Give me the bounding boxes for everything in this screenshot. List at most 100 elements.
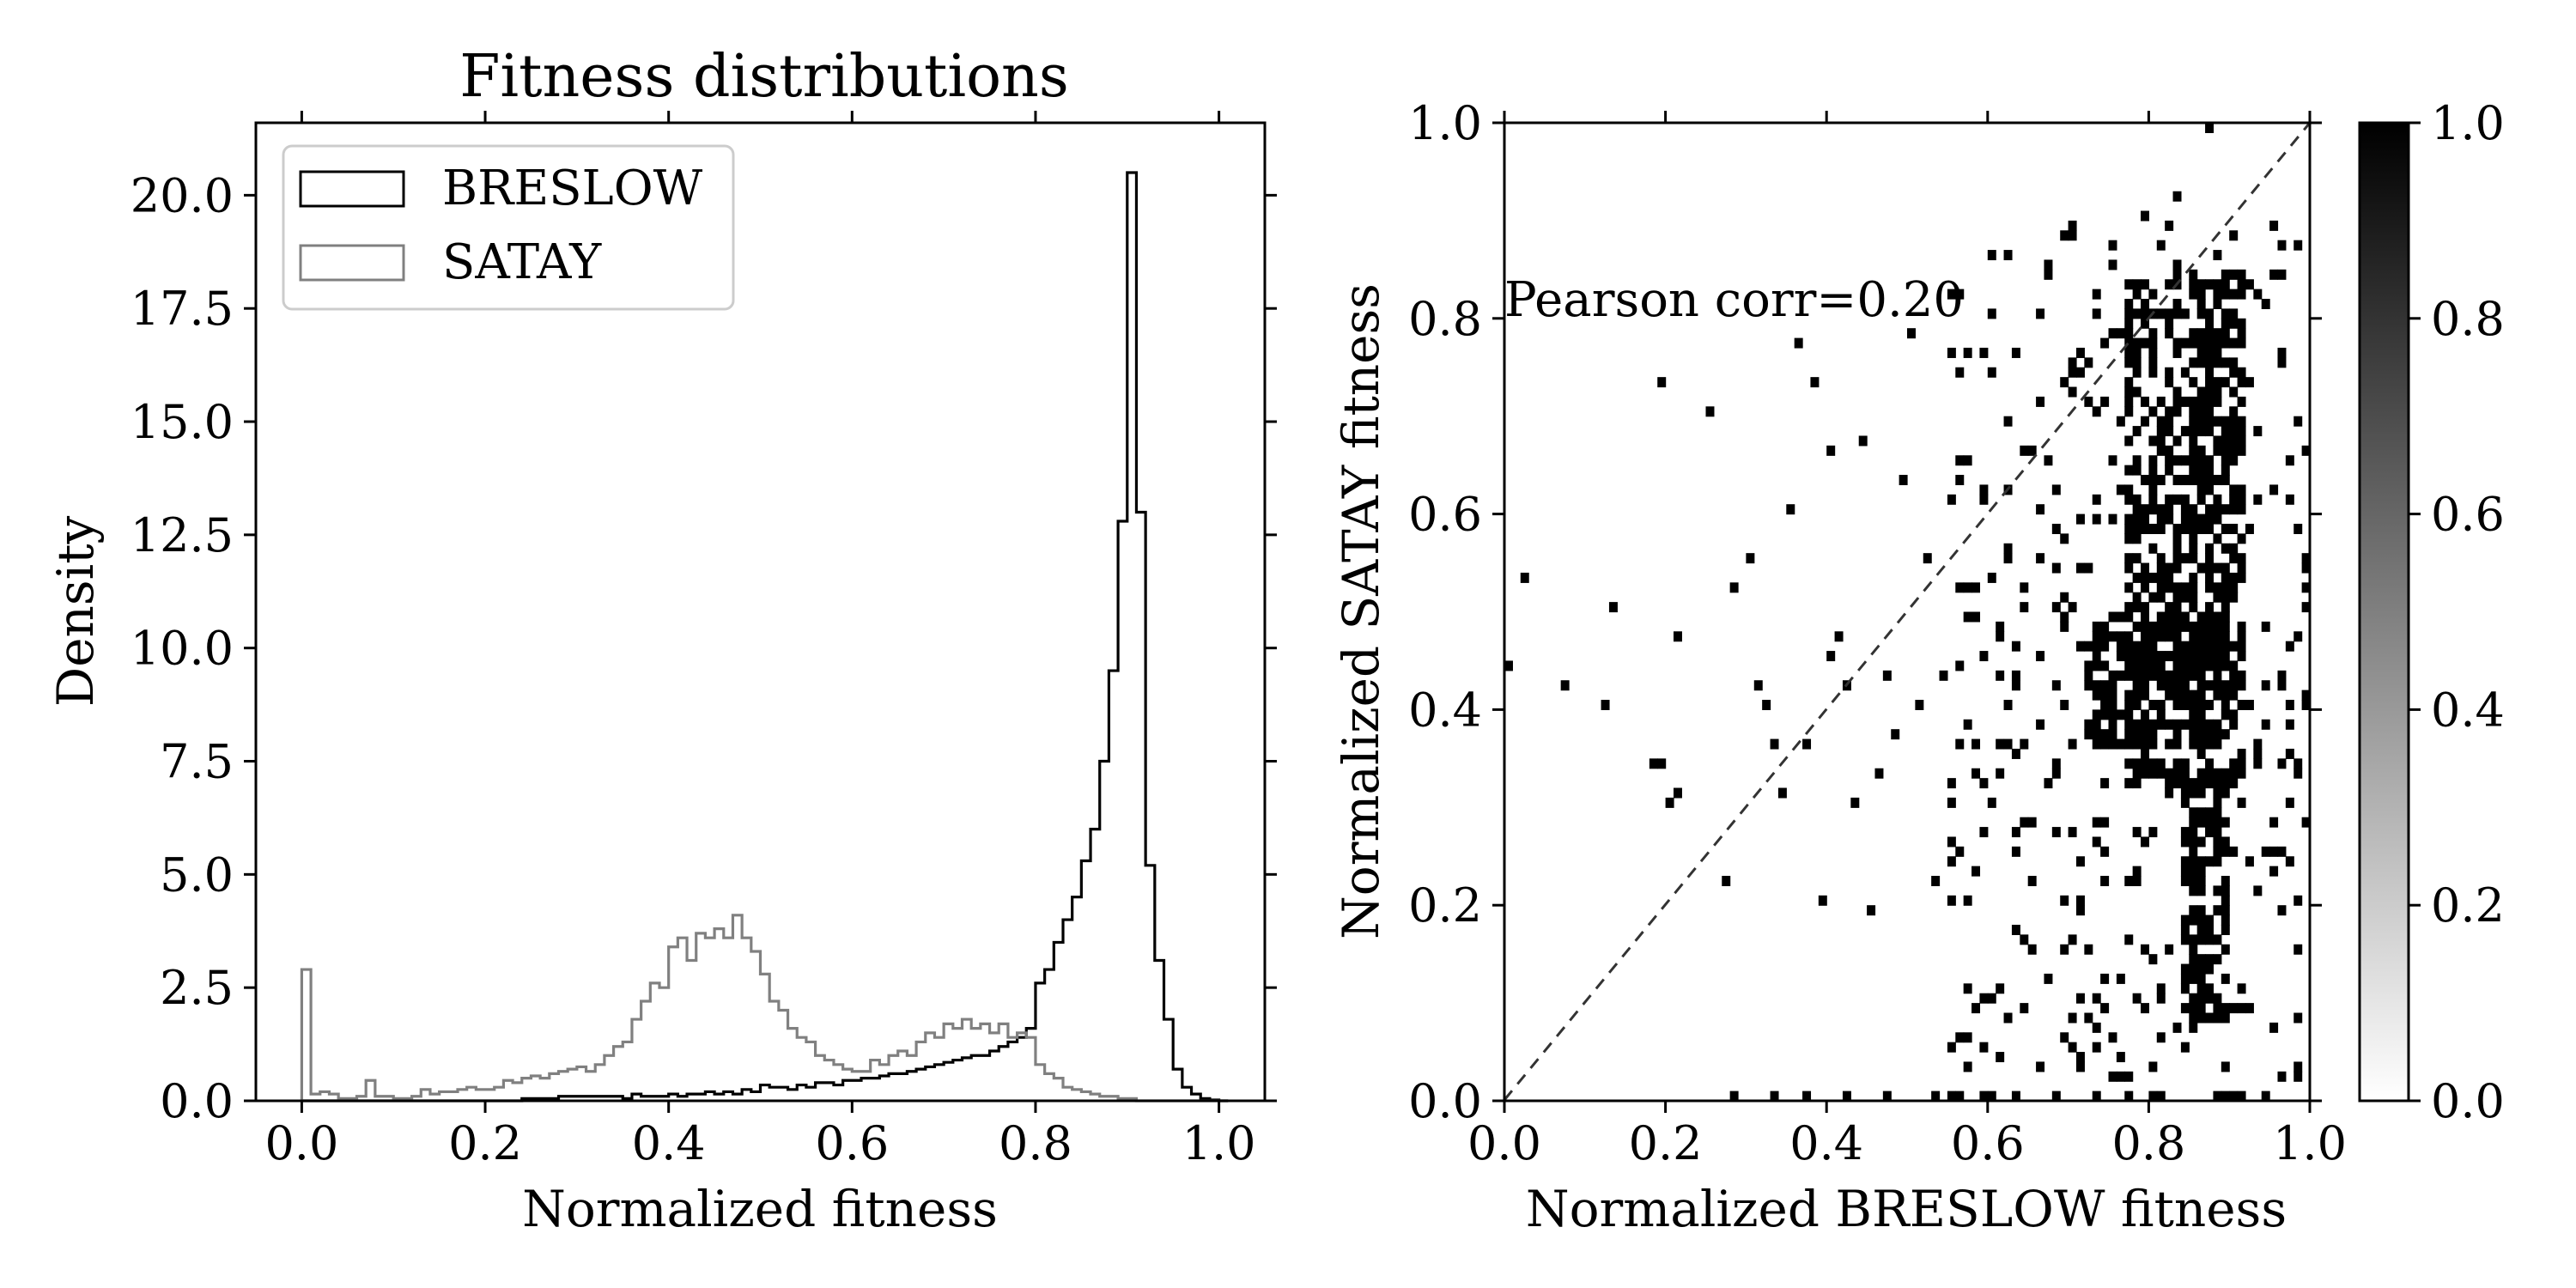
heatmap-cell [2205,680,2215,691]
heatmap-cell [2229,641,2239,652]
histogram-panel: Fitness distributions 0.0 0.2 0.4 0.6 0.8 1.0… [46,43,1277,1238]
heatmap-cell [2196,1003,2206,1014]
heatmap-cell [1601,700,1610,710]
heatmap-cell [2148,504,2158,515]
y-tick-label: 12.5 [131,508,234,562]
heatmap-cell [2180,582,2190,593]
heatmap-cell [2189,934,2198,945]
colorbar-tick-label: 0.8 [2431,292,2505,346]
heatmap-cell [2141,660,2149,671]
heatmap-cell [2180,778,2190,789]
heatmap-cell [2205,377,2215,388]
heatmap-cell [2189,445,2198,456]
heatmap-cell [2221,523,2230,534]
heatmap-cell [2051,827,2061,838]
heatmap-cell [2132,367,2142,378]
heatmap-cell [2132,660,2142,671]
heatmap-cell [2027,876,2037,887]
heatmap-cell [2213,787,2222,799]
heatmap-cell [2229,445,2239,456]
heatmap-cells [1504,123,2311,1102]
heatmap-cell [2221,269,2230,280]
heatmap-cell [2205,475,2215,486]
heatmap-cell [2189,954,2198,965]
heatmap-cell [2205,738,2215,750]
heatmap-cell [2221,778,2230,789]
heatmap-cell [2229,455,2239,466]
heatmap-cell [2148,621,2158,632]
heatmap-cell [2132,768,2142,779]
heatmap-cell [2221,318,2230,329]
heatmap-cell [2205,455,2215,466]
heatmap-cell [2237,328,2246,339]
heatmap-cell [1657,758,1667,769]
heatmap-cell [2156,1032,2166,1043]
heatmap-cell [2213,445,2222,456]
heatmap-cell [2172,621,2182,632]
heatmap-cell [2141,709,2149,720]
heatmap-cell [2132,876,2142,887]
heatmap-cell [2020,738,2029,750]
heatmap-cell [1882,670,1892,681]
heatmap-cell [2205,562,2215,574]
heatmap-cell [2092,729,2101,740]
heatmap-cell [2141,504,2149,515]
heatmap-cell [2189,885,2198,896]
heatmap-cell [1770,1091,1779,1102]
heatmap-axes-frame [1503,121,2312,1103]
heatmap-cell [2196,856,2206,867]
heatmap-cell [2189,944,2198,955]
heatmap-cell [2148,651,2158,662]
heatmap-cell [2092,690,2101,701]
heatmap-cell [2132,651,2142,662]
heatmap-cell [2108,709,2117,720]
heatmap-cell [1947,347,1956,358]
heatmap-cell [2141,1003,2149,1014]
heatmap-cell [2221,700,2230,710]
heatmap-cell [2148,670,2158,681]
heatmap-cell [2092,494,2101,505]
heatmap-cell [2221,562,2230,574]
heatmap-cell [1834,631,1844,642]
heatmap-cell [2148,328,2158,339]
heatmap-cell [2196,993,2206,1004]
heatmap-cell [2189,328,2198,339]
heatmap-cell [2180,494,2190,505]
heatmap-cell [2180,1042,2190,1053]
heatmap-y-tick-label: 0.0 [1408,1074,1482,1128]
heatmap-cell [2132,778,2142,789]
heatmap-cell [2189,807,2198,818]
heatmap-cell [2148,484,2158,495]
heatmap-cell [2156,631,2166,642]
heatmap-cell [2165,416,2174,427]
heatmap-cell [2221,768,2230,779]
heatmap-cell [2003,700,2013,710]
heatmap-cell [2027,944,2037,955]
heatmap-cell [2196,1012,2206,1024]
heatmap-cell [2108,259,2117,270]
heatmap-cell [2132,513,2142,525]
heatmap-cell [2221,846,2230,857]
heatmap-cell [2213,651,2222,662]
heatmap-cell [2196,690,2206,701]
heatmap-cell [2237,289,2246,300]
heatmap-cell [2156,1091,2166,1102]
heatmap-cell [2132,465,2142,476]
heatmap-cell [2011,641,2020,652]
heatmap-cell [2084,562,2093,574]
heatmap-cell [2285,748,2294,759]
heatmap-cell [2221,885,2230,896]
heatmap-cell [2196,641,2206,652]
heatmap-cell [1963,1032,1972,1043]
heatmap-cell [2165,611,2174,623]
heatmap-cell [2261,621,2270,632]
heatmap-cell [1987,1091,1996,1102]
series-breslow-step [301,171,1229,1103]
heatmap-cell [2277,1071,2287,1082]
heatmap-cell [2196,416,2206,427]
heatmap-cell [2141,337,2149,349]
heatmap-cell [2205,914,2215,926]
heatmap-cell [2141,719,2149,730]
heatmap-cell [1504,660,1513,671]
heatmap-cell [2189,660,2198,671]
